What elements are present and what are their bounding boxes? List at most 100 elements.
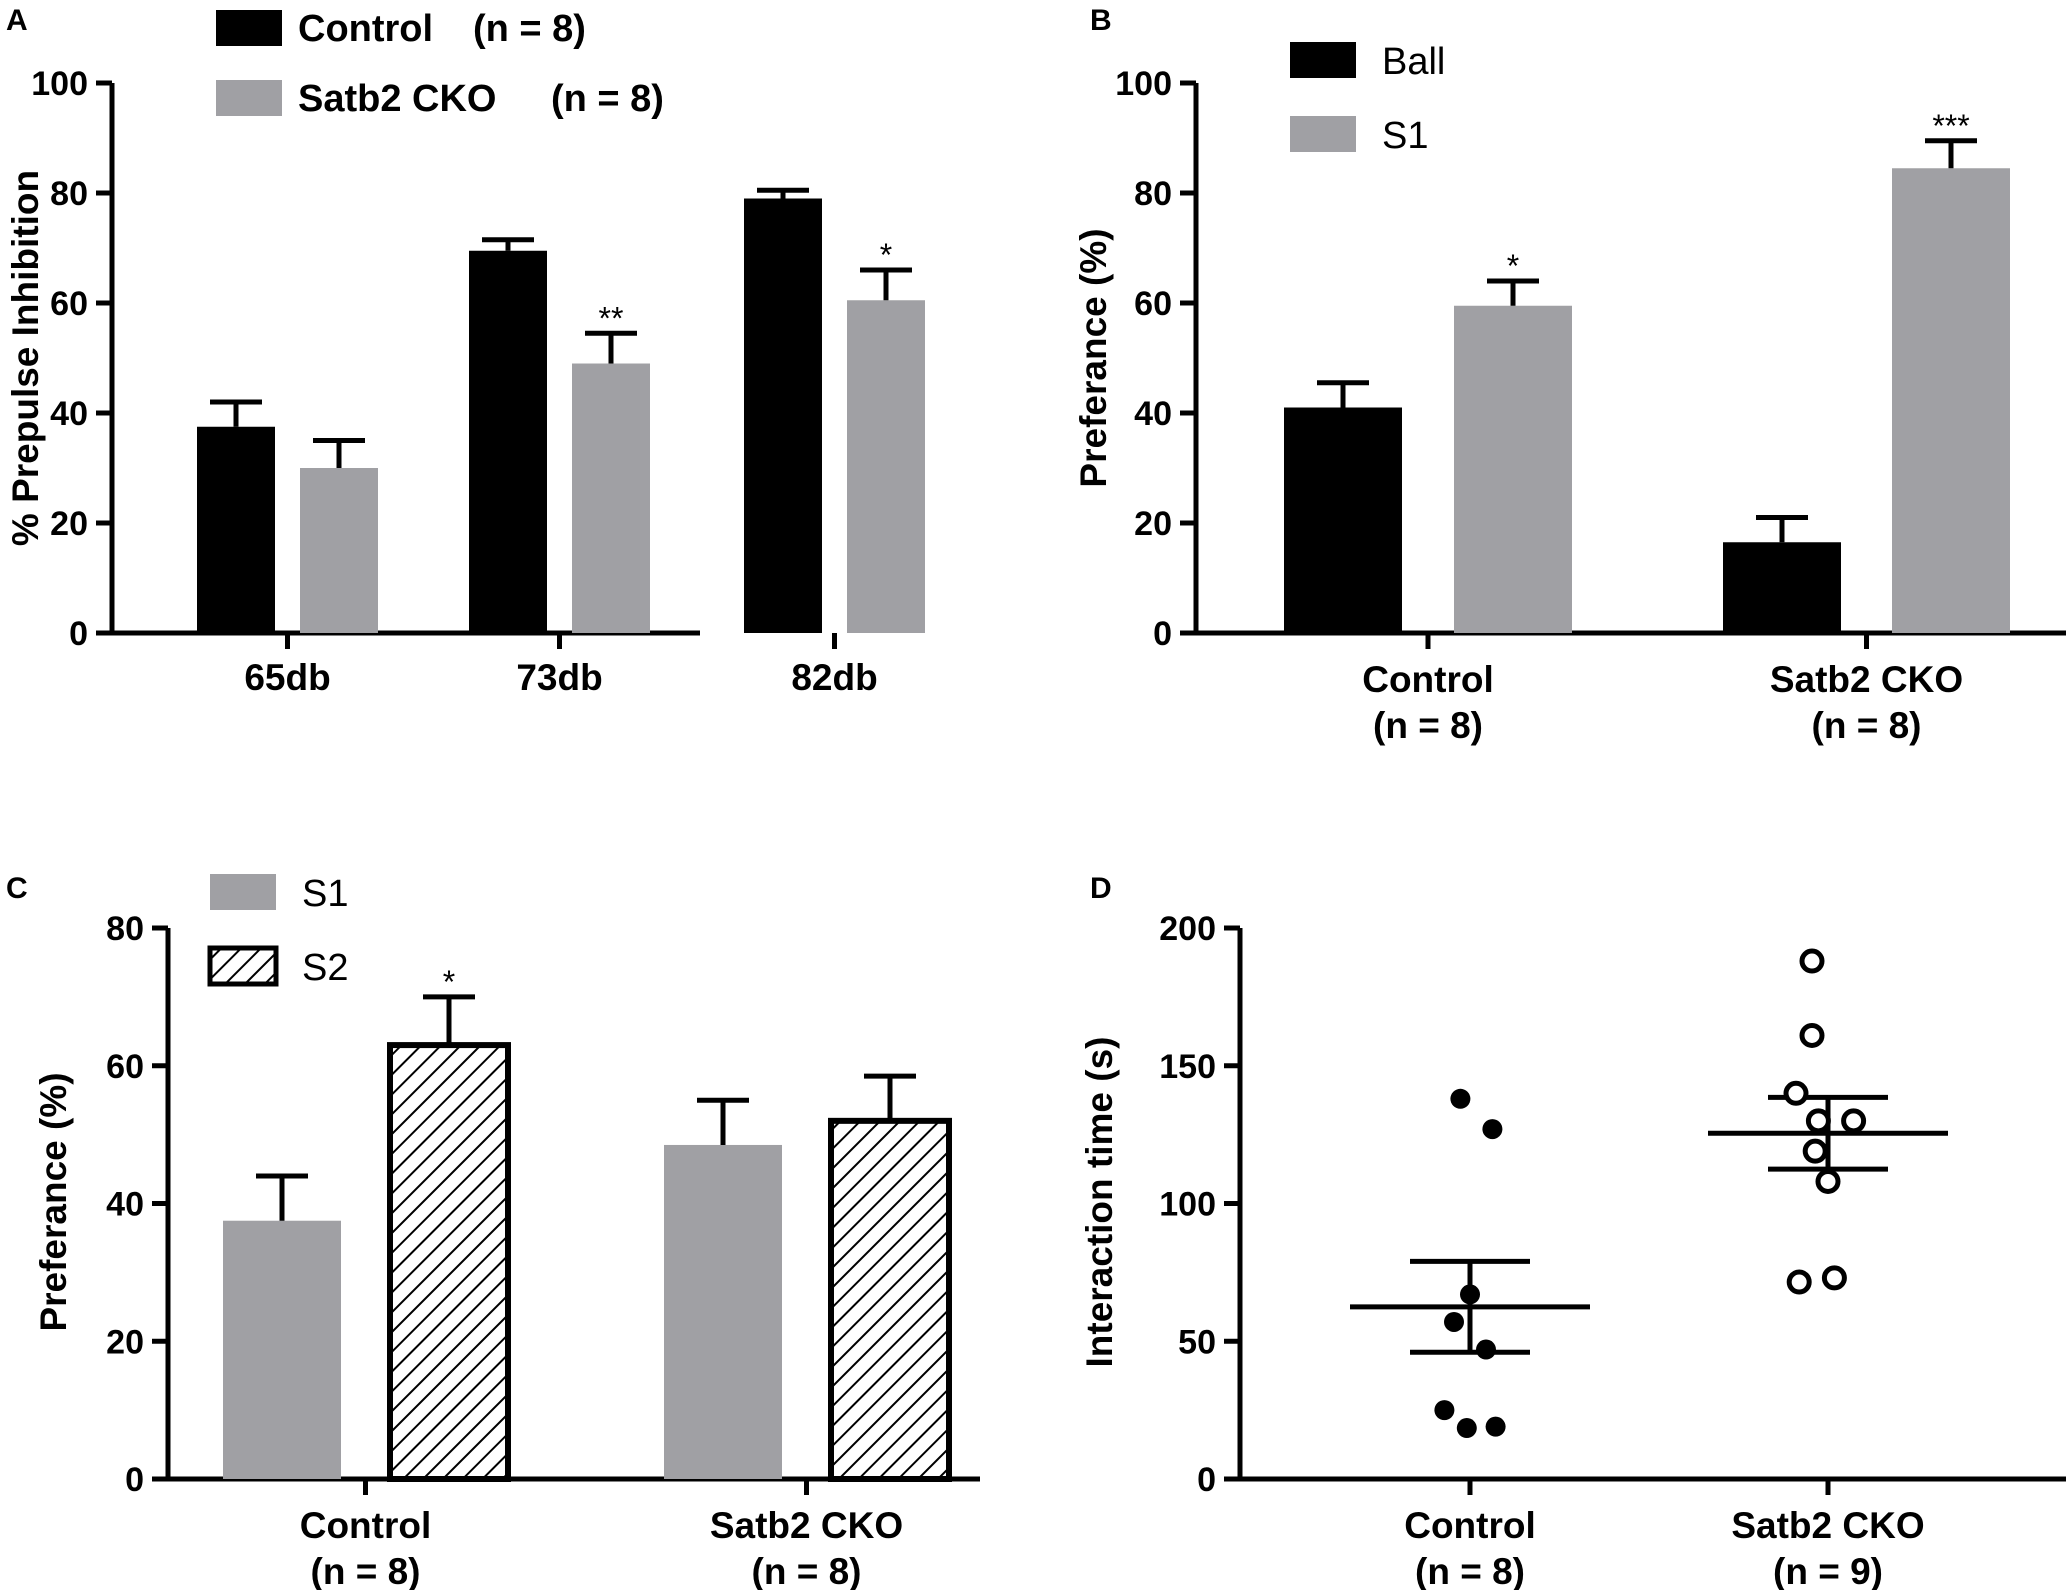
panel-b-legend-label: Ball (1382, 41, 1445, 83)
panel-c-ytick-label: 40 (106, 1186, 144, 1224)
panel-b-ytick-label: 60 (1134, 285, 1172, 323)
panel-d-ytick-label: 50 (1178, 1323, 1216, 1361)
panel-d-point-control (1485, 1416, 1506, 1437)
panel-a-category-label: 82db (791, 657, 877, 698)
panel-a-bar-control (744, 198, 822, 633)
panel-c-category-n: (n = 8) (752, 1551, 862, 1590)
panel-a-legend-swatch (216, 80, 282, 116)
panel-c-bar-s1 (664, 1144, 782, 1479)
panel-c-ytick-label: 80 (106, 910, 144, 948)
panel-d-ytick-label: 200 (1159, 910, 1216, 948)
panel-d-ytick-label: 100 (1159, 1186, 1216, 1224)
panel-b-significance: * (1507, 248, 1519, 284)
panel-c-legend-label: S2 (302, 947, 348, 989)
panel-d-point-control (1482, 1119, 1503, 1140)
panel-c-ytick-label: 60 (106, 1048, 144, 1086)
panel-d-point-control (1476, 1339, 1496, 1360)
panel-d-point-control (1434, 1400, 1455, 1421)
panel-d-ytick-label: 150 (1159, 1048, 1216, 1086)
panel-c-significance: * (443, 964, 455, 1000)
panel-d-point-cko (1799, 948, 1825, 974)
panel-c-legend-label: S1 (302, 873, 348, 915)
panel-c-bar-s2 (828, 1117, 952, 1482)
panel-b-letter: B (1090, 4, 1112, 37)
panel-d-point-control (1450, 1088, 1471, 1109)
panel-a: A 0 20 40 60 80 100 % Prepulse Inhibition 65db 73… (5, 4, 925, 698)
panel-a-legend-n: (n = 8) (473, 8, 586, 50)
panel-d-point-cko (1802, 1138, 1828, 1164)
panel-d: D 0 50 100 150 200 Interaction time (s) Control… (1079, 872, 2066, 1590)
panel-d-point-cko (1786, 1269, 1812, 1295)
panel-b-legend-swatch (1290, 42, 1356, 78)
panel-a-ytick-label: 0 (69, 615, 88, 653)
panel-d-letter: D (1090, 872, 1112, 905)
panel-a-bar-satb2-cko (300, 468, 378, 633)
panel-d-point-cko (1841, 1108, 1867, 1134)
panel-d-category-label: Control (1404, 1505, 1536, 1546)
panel-a-bar-satb2-cko (847, 300, 925, 633)
panel-a-bar-control (469, 250, 547, 633)
panel-c-legend-swatch (210, 874, 276, 910)
panel-a-y-axis-label: % Prepulse Inhibition (5, 170, 46, 546)
panel-b: B 0 20 40 60 80 100 Preferance (%) Control (n = 8… (1073, 4, 2066, 746)
panel-c-ytick-label: 20 (106, 1323, 144, 1361)
panel-a-bar-control (197, 426, 275, 633)
panel-a-legend-label: Control (298, 8, 433, 50)
panel-d-y-axis-label: Interaction time (s) (1079, 1037, 1120, 1368)
panel-d-point-control (1456, 1418, 1477, 1439)
panel-b-bar-ball (1284, 407, 1402, 633)
panel-a-legend-label: Satb2 CKO (298, 78, 496, 120)
panel-b-category-n: (n = 8) (1373, 705, 1483, 746)
panel-a-ytick-label: 80 (50, 175, 88, 213)
panel-a-letter: A (6, 4, 28, 37)
panel-b-category-n: (n = 8) (1812, 705, 1922, 746)
panel-b-ytick-label: 80 (1134, 175, 1172, 213)
panel-d-point-control (1460, 1284, 1480, 1305)
panel-a-category-label: 65db (244, 657, 330, 698)
panel-c-category-n: (n = 8) (311, 1551, 421, 1590)
panel-b-category-label: Satb2 CKO (1770, 659, 1963, 700)
panel-a-legend-n: (n = 8) (551, 78, 664, 120)
panel-d-point-cko (1805, 1108, 1831, 1134)
panel-c-bar-s2 (387, 1042, 511, 1483)
panel-d-point-control (1444, 1311, 1464, 1332)
panel-b-bar-ball (1723, 542, 1841, 633)
panel-c-y-axis-label: Preferance (%) (33, 1072, 74, 1331)
panel-d-point-cko (1783, 1080, 1809, 1106)
panel-c-legend-swatch (207, 945, 279, 987)
panel-b-legend-label: S1 (1382, 115, 1428, 157)
panel-a-significance: ** (599, 300, 624, 336)
panel-b-ytick-label: 0 (1153, 615, 1172, 653)
panel-b-ytick-label: 20 (1134, 505, 1172, 543)
panel-a-ytick-label: 100 (31, 65, 88, 103)
panel-b-category-label: Control (1362, 659, 1494, 700)
panel-b-ytick-label: 40 (1134, 395, 1172, 433)
panel-b-significance: *** (1932, 108, 1969, 144)
panel-b-legend-swatch (1290, 116, 1356, 152)
panel-a-ytick-label: 60 (50, 285, 88, 323)
panel-c-bar-s1 (223, 1220, 341, 1479)
panel-b-ytick-label: 100 (1115, 65, 1172, 103)
panel-d-category-label: Satb2 CKO (1731, 1505, 1924, 1546)
panel-d-ytick-label: 0 (1197, 1461, 1216, 1499)
panel-b-bar-s1 (1892, 168, 2010, 633)
panel-c-category-label: Control (300, 1505, 432, 1546)
panel-a-category-label: 73db (516, 657, 602, 698)
panel-d-point-cko (1799, 1022, 1825, 1048)
panel-d-category-n: (n = 8) (1415, 1551, 1525, 1590)
panel-a-bar-satb2-cko (572, 363, 650, 633)
panel-d-category-n: (n = 9) (1773, 1551, 1883, 1590)
panel-d-point-cko (1821, 1265, 1847, 1291)
panel-d-point-cko (1815, 1168, 1841, 1194)
panel-a-ytick-label: 40 (50, 395, 88, 433)
panel-a-ytick-label: 20 (50, 505, 88, 543)
panel-b-bar-s1 (1454, 305, 1572, 633)
panel-a-significance: * (880, 237, 892, 273)
panel-c-category-label: Satb2 CKO (710, 1505, 903, 1546)
panel-b-y-axis-label: Preferance (%) (1073, 228, 1114, 487)
panel-a-legend-swatch (216, 10, 282, 46)
panel-c-letter: C (6, 872, 28, 905)
panel-c-ytick-label: 0 (125, 1461, 144, 1499)
panel-c: C 0 20 40 60 80 Preferance (%) Control (n = 8) * S… (6, 872, 980, 1590)
